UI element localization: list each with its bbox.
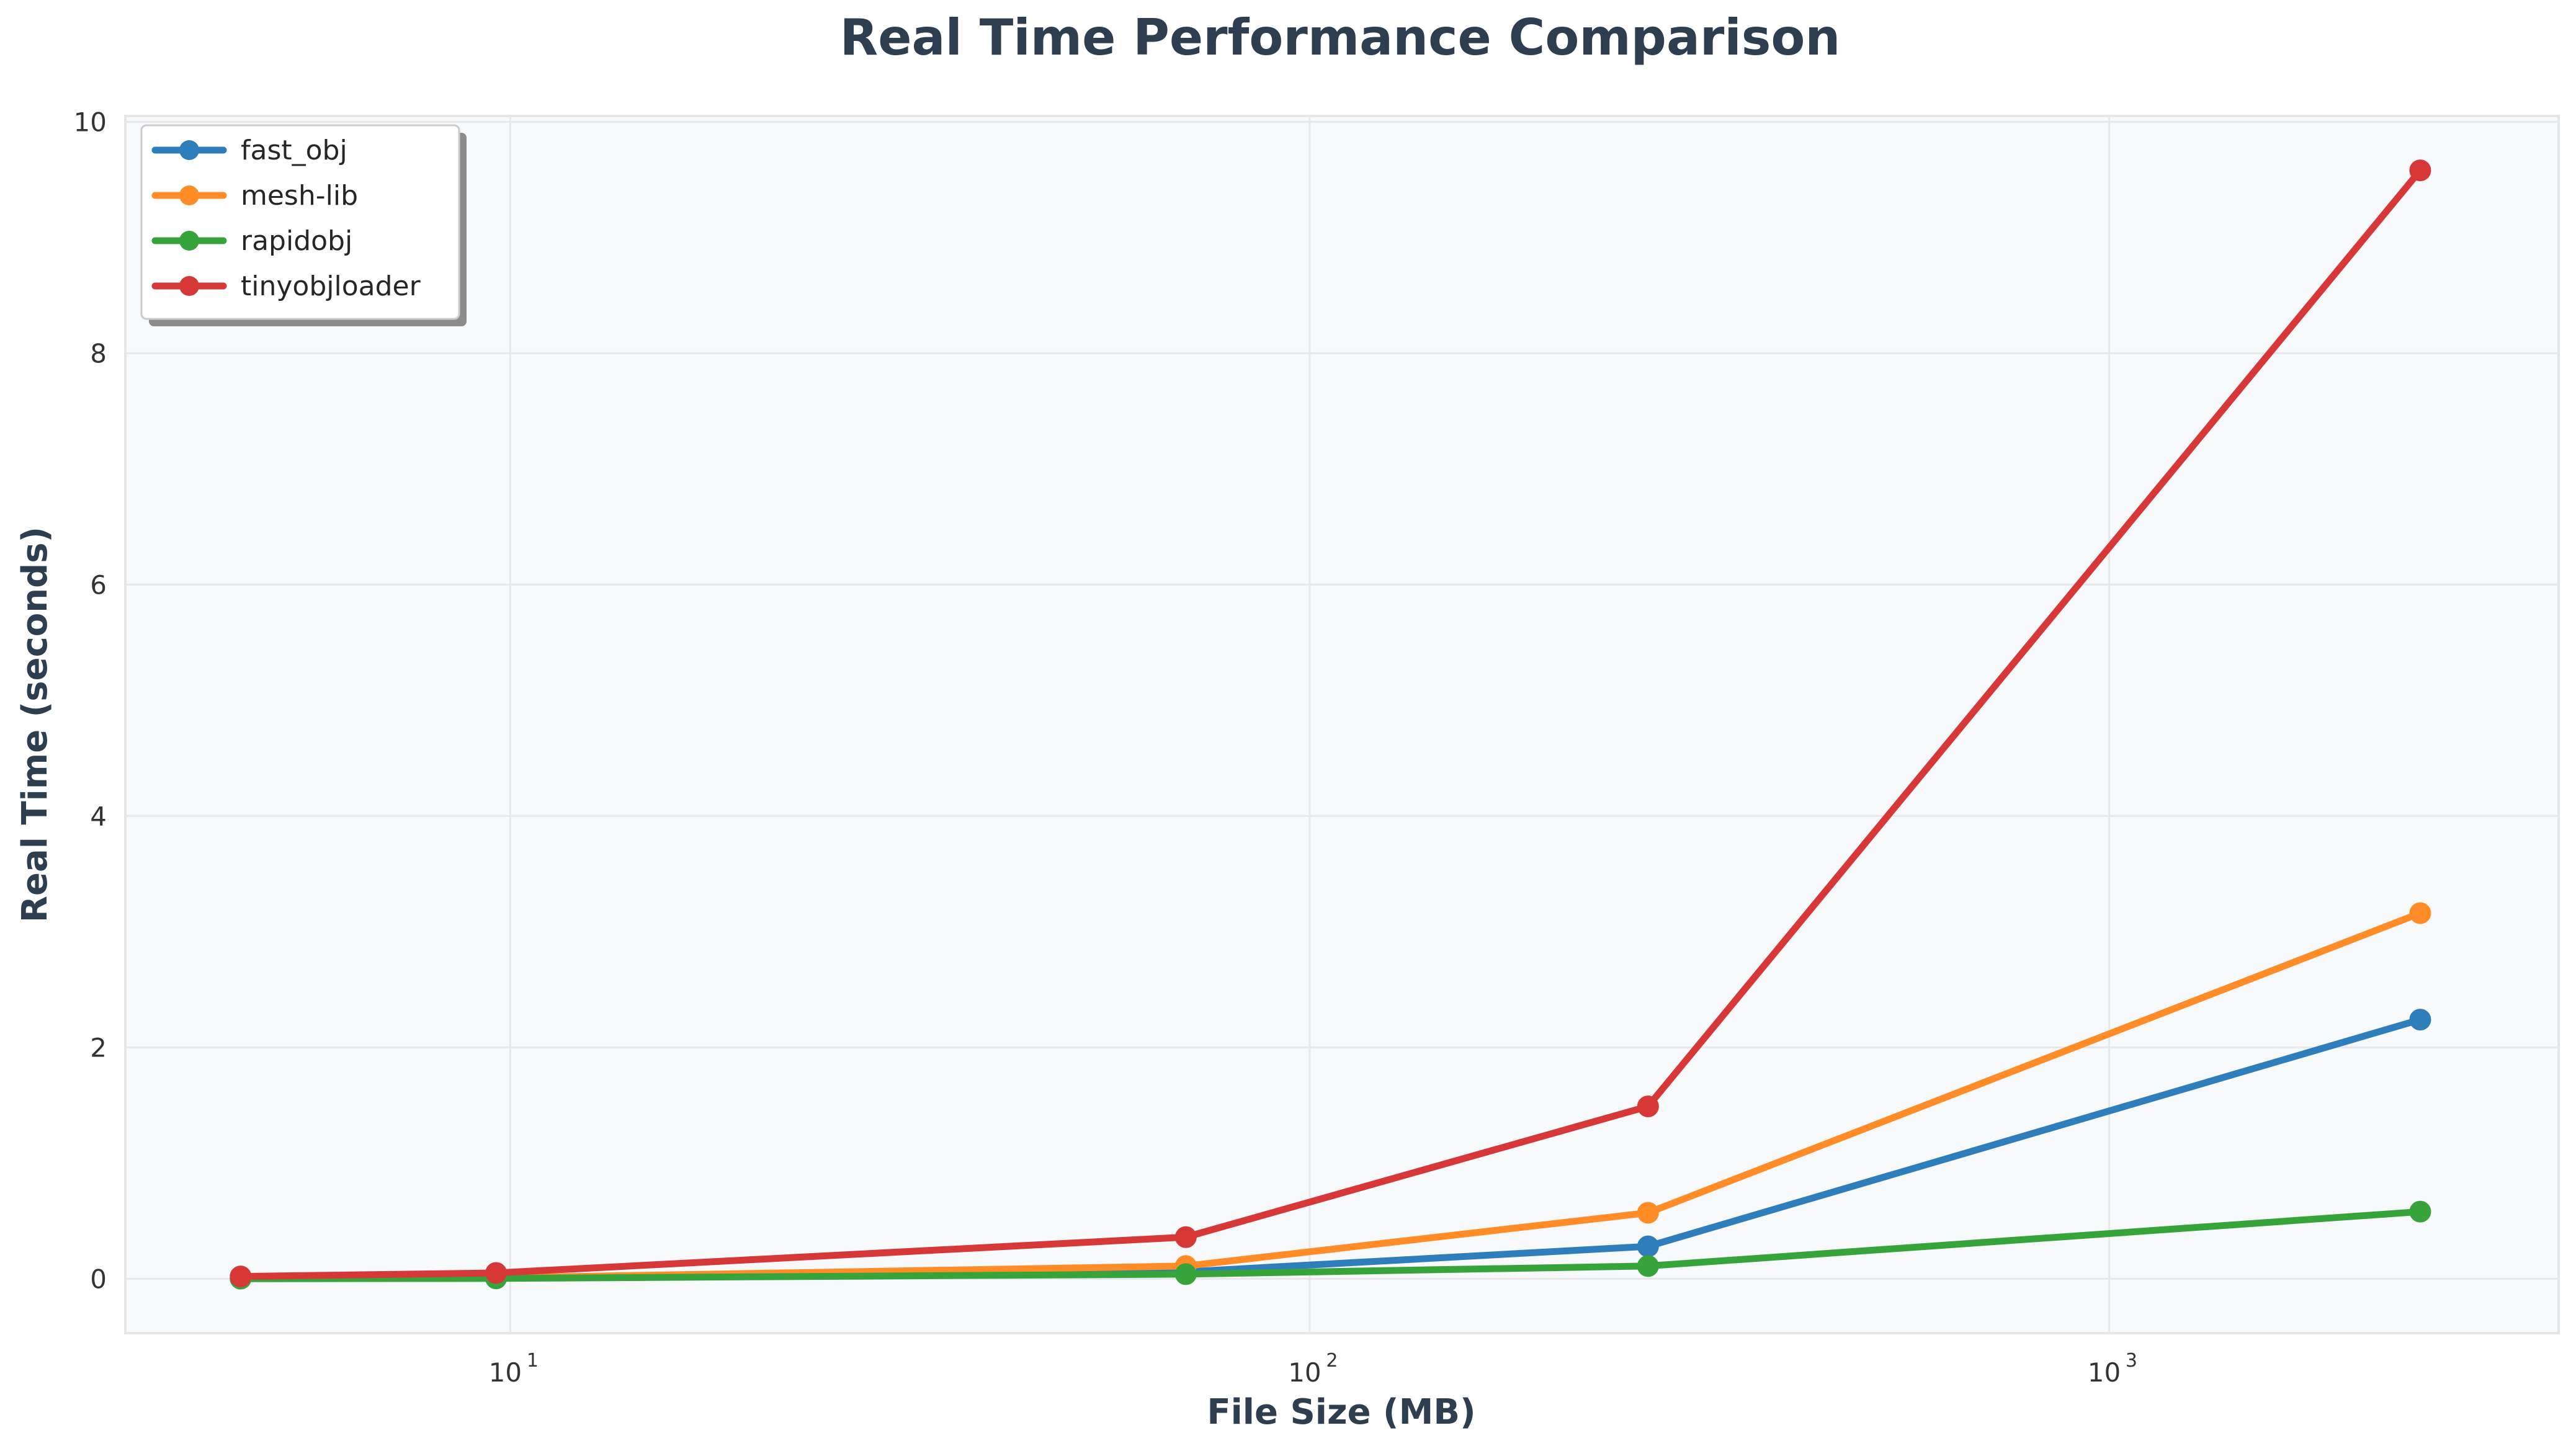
data-point-fast-obj (1637, 1235, 1659, 1257)
y-tick-label: 8 (90, 338, 107, 368)
plot-area (124, 115, 2560, 1334)
y-tick-label: 4 (90, 801, 107, 831)
y-tick-label: 10 (74, 107, 107, 137)
legend-marker-rapidobj (179, 231, 199, 251)
x-tick-label: 10 (2088, 1357, 2121, 1388)
data-point-tinyobjloader (2409, 159, 2431, 182)
legend-label-fast-obj: fast_obj (241, 135, 347, 166)
legend-marker-tinyobjloader (179, 276, 199, 296)
legend-marker-mesh-lib (179, 185, 199, 205)
legend-label-tinyobjloader: tinyobjloader (241, 270, 421, 302)
x-axis-label: File Size (MB) (1207, 1392, 1475, 1432)
y-axis-label: Real Time (seconds) (15, 527, 55, 922)
data-point-tinyobjloader (1637, 1095, 1659, 1117)
x-tick-label: 10 (1288, 1357, 1321, 1388)
data-point-fast-obj (2409, 1009, 2431, 1031)
legend-label-mesh-lib: mesh-lib (241, 180, 358, 212)
legend-marker-fast-obj (179, 140, 199, 160)
x-tick-exponent: 3 (2126, 1350, 2137, 1372)
y-tick-label: 0 (90, 1264, 107, 1294)
y-axis-ticks: 0 2 4 6 8 10 (74, 107, 107, 1294)
grid (125, 116, 2559, 1333)
data-point-rapidobj (2409, 1200, 2431, 1223)
x-tick-exponent: 1 (527, 1350, 539, 1372)
data-point-tinyobjloader (485, 1262, 508, 1284)
legend-box (140, 124, 460, 320)
x-axis-ticks: 10 1 10 2 10 3 (489, 1350, 2137, 1388)
legend-label-rapidobj: rapidobj (241, 225, 352, 257)
x-tick-label: 10 (489, 1357, 522, 1388)
x-tick-exponent: 2 (1326, 1350, 1338, 1372)
data-point-tinyobjloader (1174, 1226, 1197, 1248)
chart-title: Real Time Performance Comparison (840, 9, 1841, 66)
data-point-mesh-lib (2409, 902, 2431, 924)
series-points (230, 159, 2431, 1290)
data-point-mesh-lib (1637, 1202, 1659, 1224)
legend: fast_obj mesh-lib rapidobj tinyobjloader (140, 124, 467, 326)
y-tick-label: 2 (90, 1032, 107, 1063)
data-point-rapidobj (1174, 1263, 1197, 1285)
data-point-rapidobj (1637, 1255, 1659, 1277)
data-point-tinyobjloader (230, 1266, 252, 1288)
y-tick-label: 6 (90, 569, 107, 600)
